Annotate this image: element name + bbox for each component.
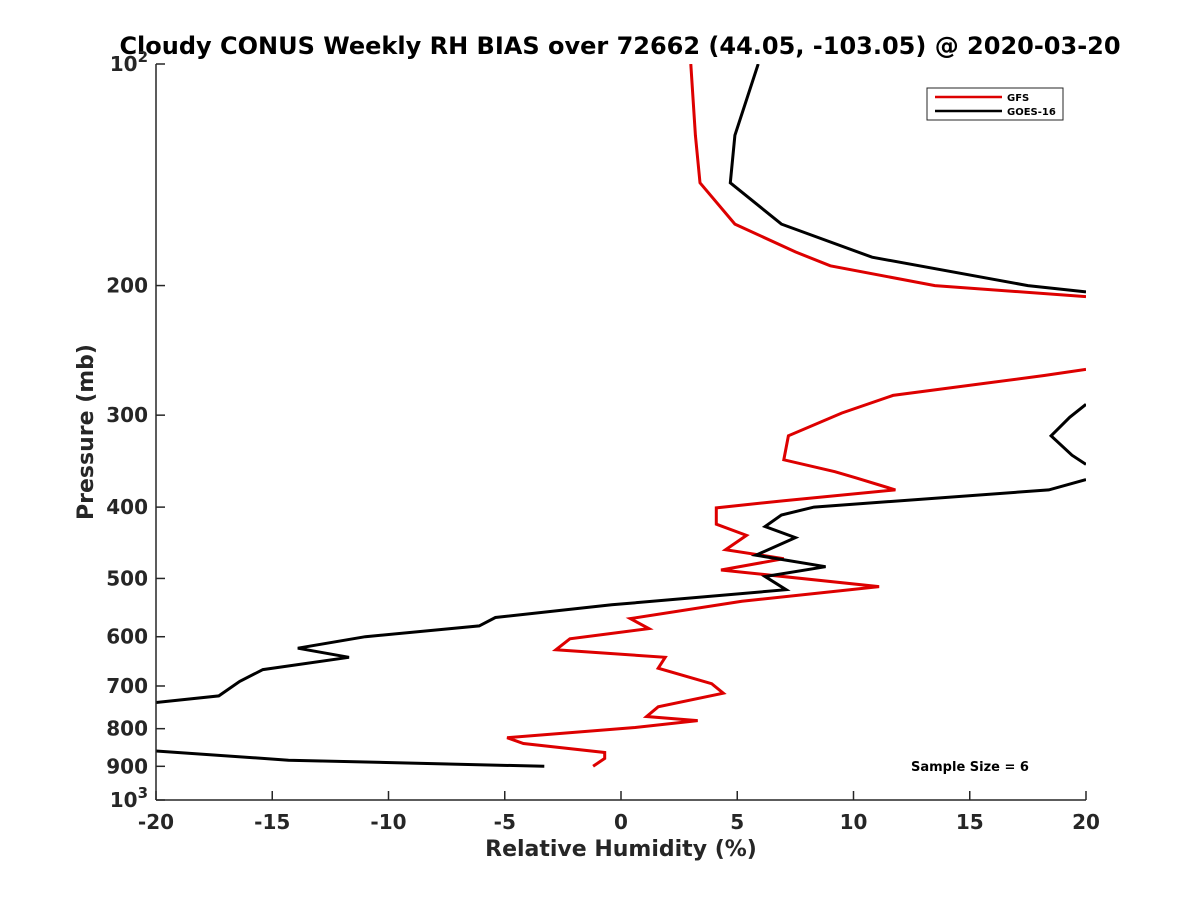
legend-box [926,87,1064,121]
y-axis-label: Pressure (mb) [74,344,99,520]
y-tick-label: 400 [106,495,148,519]
x-ticks: -20 -15 -10 -5 0 5 10 15 20 [138,791,1100,834]
series-line-goes16-segment-0 [728,64,1086,294]
y-tick-label: 300 [106,403,148,427]
y-tick-label: 900 [106,754,148,778]
series-line-gfs-segment-0 [689,64,1086,299]
legend: GFS GOES-16 [926,87,1064,121]
x-tick-label: -20 [138,810,174,834]
x-axis-label: Relative Humidity (%) [485,837,757,862]
x-tick-label: 0 [614,810,628,834]
y-tick-label: 600 [106,625,148,649]
sample-size-annotation: Sample Size = 6 [911,760,1029,775]
series-line-goes16-segment-2 [156,478,1086,704]
x-tick-label: 15 [956,810,984,834]
y-tick-label: 500 [106,566,148,590]
series-line-goes16-segment-3 [156,749,545,768]
x-tick-label: 5 [730,810,744,834]
x-tick-label: -10 [370,810,406,834]
y-tick-label: 800 [106,717,148,741]
y-tick-label: 103 [110,784,148,812]
legend-label-gfs: GFS [1007,93,1029,104]
x-tick-label: -15 [254,810,290,834]
series-line-gfs-segment-1 [506,367,1086,768]
series-layer [156,64,1086,768]
y-tick-label: 700 [106,674,148,698]
chart-title: Cloudy CONUS Weekly RH BIAS over 72662 (… [119,32,1120,60]
x-tick-label: -5 [494,810,516,834]
y-tick-label: 200 [106,274,148,298]
y-ticks: 102 200 300 400 500 600 700 800 900 103 [106,48,165,812]
legend-label-goes16: GOES-16 [1007,107,1056,118]
x-tick-label: 20 [1072,810,1100,834]
y-tick-label: 102 [110,48,148,76]
axes [155,64,1086,801]
x-tick-label: 10 [840,810,868,834]
series-line-goes16-segment-1 [1048,403,1086,466]
